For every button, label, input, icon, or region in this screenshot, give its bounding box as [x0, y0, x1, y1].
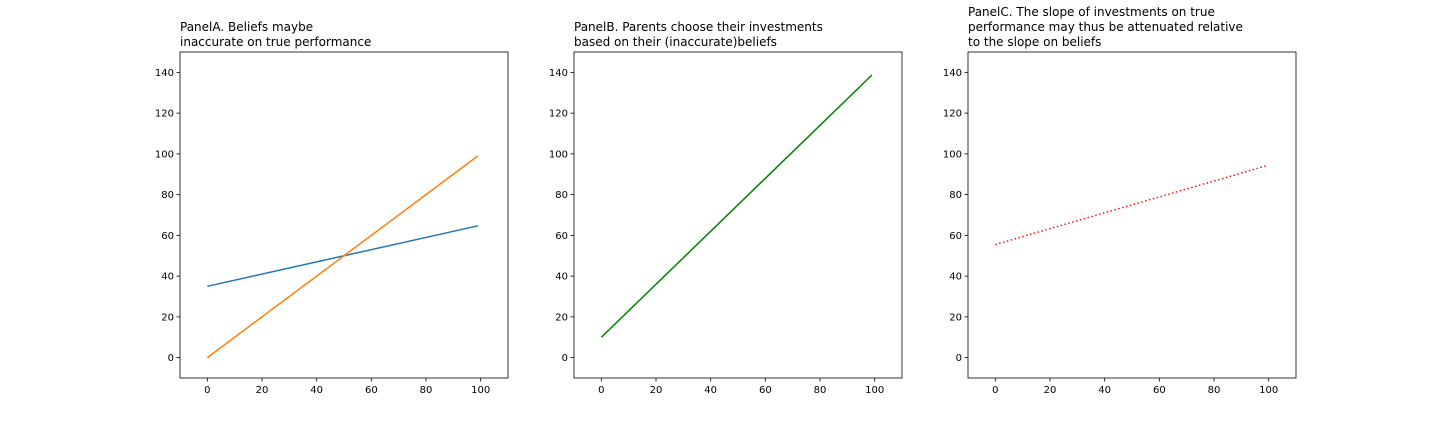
x-tick-label: 60 [365, 385, 378, 396]
y-tick-label: 80 [949, 190, 962, 201]
y-tick-label: 140 [155, 68, 174, 79]
y-tick-label: 100 [549, 149, 568, 160]
title-line: based on their (inaccurate)beliefs [574, 35, 777, 49]
x-tick-label: 40 [1098, 385, 1111, 396]
x-tick-label: 0 [992, 385, 998, 396]
title-line: PanelB. Parents choose their investments [574, 20, 823, 34]
x-tick-label: 100 [1259, 385, 1278, 396]
y-tick-label: 20 [161, 312, 174, 323]
panel-title: PanelA. Beliefs maybe inaccurate on true … [180, 20, 371, 49]
x-tick-label: 40 [704, 385, 717, 396]
x-tick-label: 0 [204, 385, 210, 396]
y-tick-label: 60 [949, 231, 962, 242]
title-line: to the slope on beliefs [968, 35, 1101, 49]
plot-frame [179, 51, 509, 379]
y-tick-label: 20 [555, 312, 568, 323]
y-tick-label: 20 [949, 312, 962, 323]
x-tick-label: 60 [1153, 385, 1166, 396]
plot-frame [573, 51, 903, 379]
x-tick-label: 80 [420, 385, 433, 396]
x-tick-label: 20 [650, 385, 663, 396]
panel-title: PanelB. Parents choose their investments… [574, 20, 823, 49]
title-line: PanelA. Beliefs maybe [180, 20, 313, 34]
y-tick-label: 0 [562, 353, 568, 364]
x-tick-label: 100 [471, 385, 490, 396]
series-line-2 [206, 155, 479, 359]
x-tick-label: 80 [814, 385, 827, 396]
series-line-1 [995, 165, 1267, 246]
title-line: performance may thus be attenuated relat… [968, 20, 1243, 34]
y-tick-label: 120 [549, 109, 568, 120]
y-tick-label: 100 [943, 149, 962, 160]
x-tick-label: 40 [310, 385, 323, 396]
y-tick-label: 140 [943, 68, 962, 79]
x-tick-label: 60 [759, 385, 772, 396]
y-tick-label: 100 [155, 149, 174, 160]
title-line: inaccurate on true performance [180, 35, 371, 49]
x-tick-label: 80 [1208, 385, 1221, 396]
y-tick-label: 40 [949, 272, 962, 283]
y-tick-label: 40 [161, 272, 174, 283]
series-line-1 [600, 74, 873, 338]
title-line: PanelC. The slope of investments on true [968, 5, 1215, 19]
y-tick-label: 140 [549, 68, 568, 79]
x-tick-label: 20 [1044, 385, 1057, 396]
y-tick-label: 60 [555, 231, 568, 242]
x-tick-label: 0 [598, 385, 604, 396]
y-tick-label: 80 [161, 190, 174, 201]
panel-3: PanelC. The slope of investments on true… [943, 5, 1297, 396]
y-tick-label: 0 [956, 353, 962, 364]
y-tick-label: 80 [555, 190, 568, 201]
y-tick-label: 120 [943, 109, 962, 120]
panel-title: PanelC. The slope of investments on true… [968, 5, 1243, 49]
x-tick-label: 20 [256, 385, 269, 396]
y-tick-label: 40 [555, 272, 568, 283]
y-tick-label: 120 [155, 109, 174, 120]
x-tick-label: 100 [865, 385, 884, 396]
panel-2: PanelB. Parents choose their investments… [549, 20, 903, 396]
plot-frame [967, 51, 1297, 379]
y-tick-label: 60 [161, 231, 174, 242]
panel-1: PanelA. Beliefs maybe inaccurate on true … [155, 20, 509, 396]
y-tick-label: 0 [168, 353, 174, 364]
